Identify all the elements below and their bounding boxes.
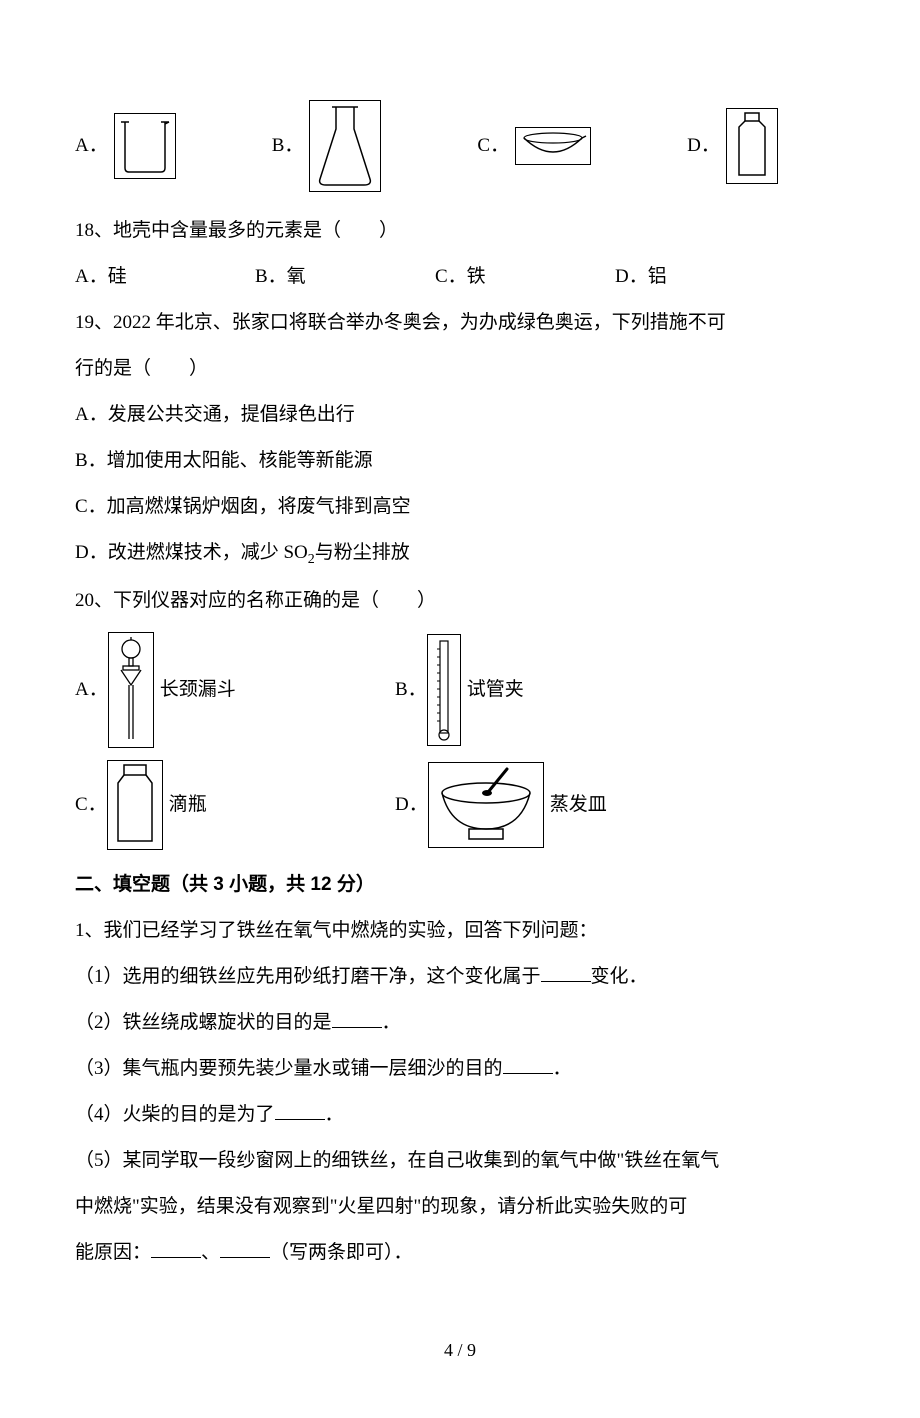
s2-q1-1: （1）选用的细铁丝应先用砂纸打磨干净，这个变化属于 变化．: [75, 958, 845, 996]
q17-c-label: C．: [477, 127, 509, 165]
q18-b: B．氧: [255, 258, 435, 296]
q17-option-d: D．: [687, 108, 778, 184]
blank-2[interactable]: [332, 1008, 382, 1028]
s2-q1-2b: ．: [382, 1012, 401, 1033]
q20-option-d: D． 蒸发皿: [395, 762, 607, 848]
blank-5[interactable]: [151, 1238, 201, 1258]
q17-b-label: B．: [272, 127, 304, 165]
q18-c: C．铁: [435, 258, 615, 296]
q20-stem: 20、下列仪器对应的名称正确的是（ ）: [75, 582, 845, 620]
q17-option-b: B．: [272, 100, 382, 192]
section-2-header: 二、填空题（共 3 小题，共 12 分）: [75, 866, 845, 904]
s2-q1-5c-post: （写两条即可）．: [270, 1242, 413, 1263]
s2-q1-4: （4）火柴的目的是为了 ．: [75, 1096, 845, 1134]
q19-b: B．增加使用太阳能、核能等新能源: [75, 442, 845, 480]
s2-q1-3b: ．: [553, 1058, 572, 1079]
q20-d-name: 蒸发皿: [550, 786, 607, 824]
s2-q1-5b: 中燃烧"实验，结果没有观察到"火星四射"的现象，请分析此实验失败的可: [75, 1188, 845, 1226]
q19-d: D．改进燃煤技术，减少 SO2与粉尘排放: [75, 534, 845, 574]
q20-d-label: D．: [395, 786, 428, 824]
q18-a: A．硅: [75, 258, 255, 296]
thermometer-icon: [427, 634, 461, 746]
jar-bottle-icon: [107, 760, 163, 850]
q19-d-post: 与粉尘排放: [315, 542, 410, 563]
s2-q1-5c-pre: 能原因：: [75, 1242, 151, 1263]
q18-options: A．硅 B．氧 C．铁 D．铝: [75, 258, 845, 296]
q19-d-pre: D．改进燃煤技术，减少 SO: [75, 542, 308, 563]
s2-q1-1b: 变化．: [591, 966, 648, 987]
q17-options-row: A． B． C．: [75, 100, 845, 192]
q20-option-a: A． 长颈漏斗: [75, 632, 395, 748]
s2-q1: 1、我们已经学习了铁丝在氧气中燃烧的实验，回答下列问题：: [75, 912, 845, 950]
s2-q1-2: （2）铁丝绕成螺旋状的目的是 ．: [75, 1004, 845, 1042]
evaporating-dish-icon: [515, 127, 591, 165]
mortar-pestle-icon: [428, 762, 544, 848]
s2-q1-5a: （5）某同学取一段纱窗网上的细铁丝，在自己收集到的氧气中做"铁丝在氧气: [75, 1142, 845, 1180]
reagent-bottle-icon: [726, 108, 778, 184]
q17-a-label: A．: [75, 127, 108, 165]
q17-d-label: D．: [687, 127, 720, 165]
q17-option-c: C．: [477, 127, 591, 165]
q20-option-c: C． 滴瓶: [75, 760, 395, 850]
q20-option-b: B． 试管夹: [395, 634, 524, 746]
q20-row-2: C． 滴瓶 D． 蒸发皿: [75, 760, 845, 850]
q20-c-name: 滴瓶: [169, 786, 207, 824]
erlenmeyer-flask-icon: [309, 100, 381, 192]
q19-c: C．加高燃煤锅炉烟囱，将废气排到高空: [75, 488, 845, 526]
q20-row-1: A． 长颈漏斗 B．: [75, 632, 845, 748]
q19-stem-2: 行的是（ ）: [75, 350, 845, 388]
s2-q1-4a: （4）火柴的目的是为了: [75, 1104, 275, 1125]
q18-stem: 18、地壳中含量最多的元素是（ ）: [75, 212, 845, 250]
q20-c-label: C．: [75, 786, 107, 824]
blank-3[interactable]: [503, 1054, 553, 1074]
blank-6[interactable]: [220, 1238, 270, 1258]
s2-q1-4b: ．: [325, 1104, 344, 1125]
q20-b-label: B．: [395, 671, 427, 709]
q19-stem-1: 19、2022 年北京、张家口将联合举办冬奥会，为办成绿色奥运，下列措施不可: [75, 304, 845, 342]
q20-b-name: 试管夹: [467, 671, 524, 709]
s2-q1-1a: （1）选用的细铁丝应先用砂纸打磨干净，这个变化属于: [75, 966, 541, 987]
q19-d-sub: 2: [308, 552, 315, 567]
q20-a-label: A．: [75, 671, 108, 709]
page-number: 4 / 9: [75, 1332, 845, 1368]
s2-q1-5c-mid: 、: [201, 1242, 220, 1263]
q17-option-a: A．: [75, 113, 176, 179]
s2-q1-5c: 能原因： 、 （写两条即可）．: [75, 1234, 845, 1272]
blank-1[interactable]: [541, 962, 591, 982]
separating-funnel-icon: [108, 632, 154, 748]
q18-d: D．铝: [615, 258, 795, 296]
q20-a-name: 长颈漏斗: [160, 671, 236, 709]
blank-4[interactable]: [275, 1100, 325, 1120]
s2-q1-3a: （3）集气瓶内要预先装少量水或铺一层细沙的目的: [75, 1058, 503, 1079]
beaker-icon: [114, 113, 176, 179]
q19-a: A．发展公共交通，提倡绿色出行: [75, 396, 845, 434]
s2-q1-3: （3）集气瓶内要预先装少量水或铺一层细沙的目的 ．: [75, 1050, 845, 1088]
s2-q1-2a: （2）铁丝绕成螺旋状的目的是: [75, 1012, 332, 1033]
